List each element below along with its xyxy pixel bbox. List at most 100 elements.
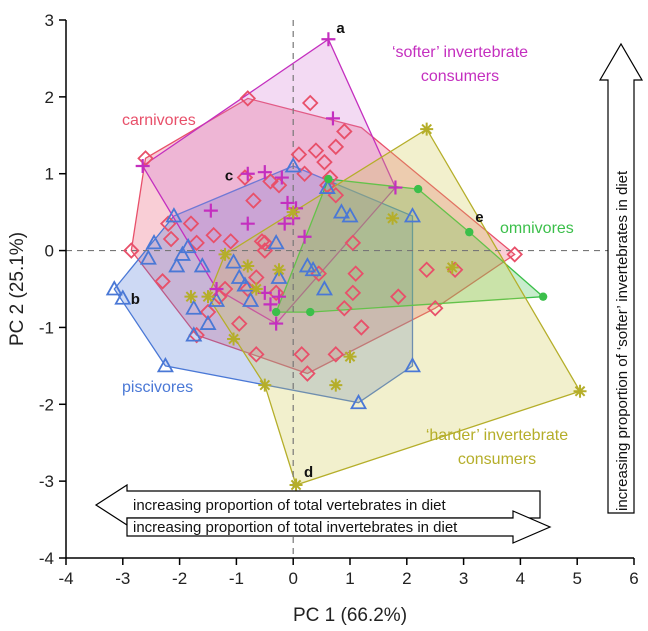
- point-carnivores: [426, 299, 444, 317]
- point-carnivores: [293, 346, 310, 363]
- point-piscivores: [207, 291, 226, 307]
- point-labels: a b c d e: [131, 20, 484, 481]
- point-softer-invertebrate-consumers: [274, 170, 289, 185]
- group-label-softer-invertebrate-consumers: ‘softer’ invertebrate: [392, 44, 528, 61]
- point-carnivores: [390, 288, 407, 305]
- point-softer-invertebrate-consumers: [388, 180, 403, 195]
- x-tick-label: 0: [288, 569, 297, 588]
- point-softer-invertebrate-consumers: [240, 216, 255, 231]
- point-piscivores: [193, 257, 211, 273]
- point-softer-invertebrate-consumers: [297, 229, 312, 244]
- x-tick-label: 4: [516, 569, 525, 588]
- point-piscivores: [105, 280, 123, 296]
- point-softer-invertebrate-consumers: [240, 166, 255, 181]
- y-ticks: -4 -3 -2 -1 0 1 2 3: [39, 11, 66, 568]
- point-harder-invertebrate-consumers: [329, 378, 343, 392]
- point-carnivores: [327, 138, 345, 156]
- y-tick-label: 2: [45, 88, 54, 107]
- point-softer-invertebrate-consumers: [257, 165, 272, 180]
- point-harder-invertebrate-consumers: [249, 282, 263, 296]
- x-tick-label: -4: [58, 569, 73, 588]
- point-omnivores: [538, 292, 548, 301]
- point-piscivores: [185, 299, 203, 315]
- right-arrow-shape: [126, 510, 552, 544]
- data-points: [105, 32, 587, 492]
- x-tick-label: 5: [572, 569, 581, 588]
- point-softer-invertebrate-consumers: [325, 111, 340, 126]
- point-harder-invertebrate-consumers: [386, 211, 400, 225]
- point-omnivores: [324, 174, 333, 184]
- axes: -4 -3 -2 -1 0 1 2 3 4 5 6 -4 -3 -2 -1 0 1 2 3 PC 1 (66.2%…: [7, 11, 639, 626]
- group-hulls: [113, 38, 581, 486]
- x-axis-label: PC 1 (66.2%): [293, 605, 407, 626]
- y-direction-arrow: increasing proportion of ‘softer’ invert…: [598, 42, 644, 514]
- point-carnivores: [256, 234, 274, 252]
- point-carnivores: [211, 288, 228, 305]
- point-carnivores: [188, 234, 205, 252]
- y-tick-label: -3: [39, 472, 54, 491]
- point-carnivores: [336, 123, 353, 140]
- point-softer-invertebrate-consumers: [263, 297, 278, 312]
- point-softer-invertebrate-consumers: [203, 203, 218, 218]
- point-carnivores: [316, 153, 333, 171]
- point-carnivores: [123, 242, 140, 259]
- point-carnivores: [336, 299, 353, 317]
- y-tick-label: -1: [39, 318, 54, 337]
- point-softer-invertebrate-consumers: [269, 316, 284, 331]
- point-carnivores: [154, 273, 171, 290]
- point-piscivores: [403, 207, 422, 223]
- point-carnivores: [307, 142, 325, 159]
- point-softer-invertebrate-consumers: [209, 282, 224, 296]
- point-carnivores: [199, 303, 217, 321]
- point-carnivores: [299, 365, 316, 382]
- hull-softer-invertebrate-consumers: [141, 38, 397, 325]
- point-piscivores: [270, 268, 288, 284]
- point-harder-invertebrate-consumers: [343, 350, 357, 364]
- point-carnivores: [270, 176, 288, 194]
- point-piscivores: [185, 326, 203, 342]
- point-harder-invertebrate-consumers: [241, 259, 255, 273]
- group-labels: carnivores piscivores ‘softer’ invertebrat…: [122, 44, 574, 468]
- point-harder-invertebrate-consumers: [289, 478, 303, 492]
- point-piscivores: [156, 357, 174, 373]
- point-carnivores: [290, 146, 308, 163]
- y-tick-label: 3: [45, 11, 54, 30]
- point-carnivores: [236, 169, 254, 186]
- x-arrow-text-vertebrates: increasing proportion of total vertebrat…: [133, 497, 447, 514]
- point-piscivores: [236, 276, 254, 292]
- point-carnivores: [347, 265, 364, 282]
- point-carnivores: [253, 233, 271, 250]
- point-harder-invertebrate-consumers: [420, 122, 434, 136]
- point-piscivores: [332, 203, 351, 219]
- group-label-harder-invertebrate-consumers: ‘harder’ invertebrate: [426, 427, 568, 444]
- point-piscivores: [298, 257, 316, 273]
- point-carnivores: [353, 319, 370, 336]
- group-label-softer-invertebrate-consumers: consumers: [421, 68, 499, 85]
- point-omnivores: [271, 307, 281, 317]
- point-label-c: c: [225, 167, 233, 184]
- point-carnivores: [327, 346, 345, 363]
- x-tick-label: 3: [459, 569, 468, 588]
- x-tick-label: 1: [345, 569, 354, 588]
- x-direction-arrows: increasing proportion of total vertebrat…: [94, 483, 552, 544]
- y-tick-label: 1: [45, 165, 54, 184]
- point-harder-invertebrate-consumers: [272, 263, 286, 277]
- point-carnivores: [267, 284, 285, 302]
- point-carnivores: [162, 230, 180, 248]
- point-omnivores: [413, 184, 423, 194]
- point-carnivores: [239, 280, 257, 298]
- point-carnivores: [248, 346, 265, 363]
- point-piscivores: [168, 257, 186, 273]
- point-carnivores: [245, 192, 262, 209]
- x-tick-label: -2: [172, 569, 187, 588]
- point-harder-invertebrate-consumers: [227, 332, 241, 346]
- point-carnivores: [239, 90, 257, 107]
- point-carnivores: [344, 284, 362, 302]
- point-label-d: d: [304, 464, 313, 481]
- group-label-piscivores: piscivores: [122, 379, 193, 396]
- point-piscivores: [179, 237, 197, 254]
- y-arrow-text: increasing proportion of ‘softer’ invert…: [614, 170, 631, 511]
- point-carnivores: [344, 234, 362, 252]
- y-axis-label: PC 2 (25.1%): [7, 232, 28, 346]
